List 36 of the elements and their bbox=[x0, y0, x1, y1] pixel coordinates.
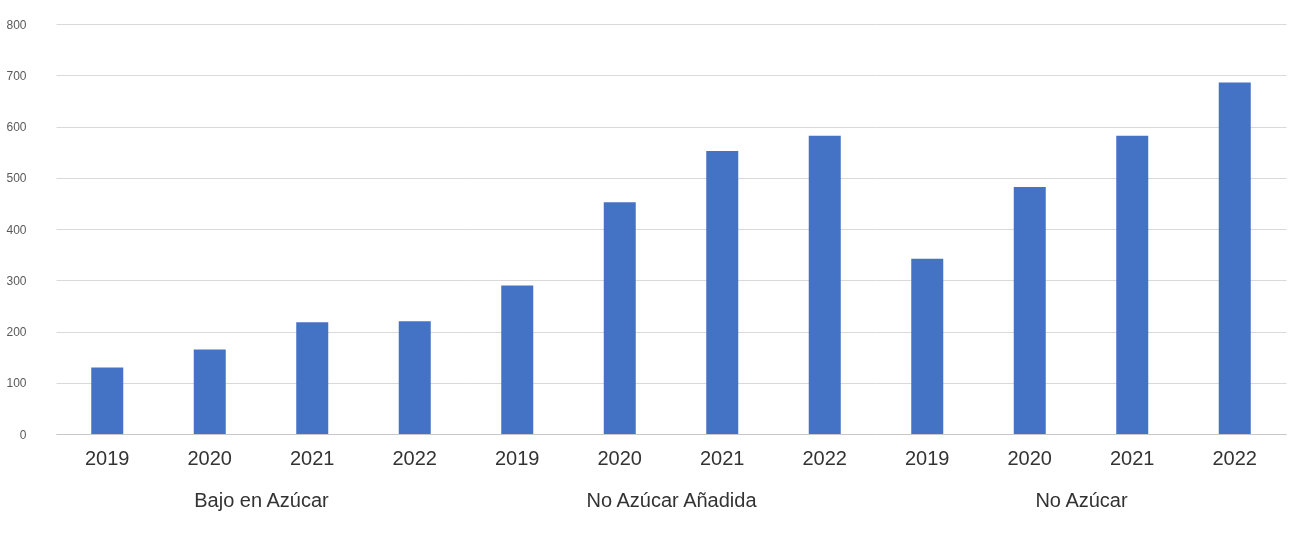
y-tick-label: 400 bbox=[6, 222, 27, 237]
x-tick-label: 2021 bbox=[290, 446, 335, 469]
bar bbox=[1013, 186, 1046, 434]
bar bbox=[1116, 135, 1149, 434]
x-tick-label: 2021 bbox=[1110, 446, 1155, 469]
x-tick-label: 2019 bbox=[905, 446, 950, 469]
bar bbox=[1218, 82, 1251, 434]
x-tick-label: 2019 bbox=[85, 446, 130, 469]
y-tick-label: 700 bbox=[6, 68, 27, 83]
bar bbox=[501, 285, 534, 434]
y-tick-label: 800 bbox=[6, 17, 27, 32]
bar bbox=[911, 258, 944, 434]
bar bbox=[603, 202, 636, 434]
bar bbox=[193, 349, 226, 434]
x-tick-label: 2020 bbox=[1007, 446, 1052, 469]
bar bbox=[91, 367, 124, 434]
x-tick-label: 2022 bbox=[802, 446, 847, 469]
x-tick-label: 2021 bbox=[700, 446, 745, 469]
bar bbox=[296, 322, 329, 434]
bar bbox=[808, 135, 841, 434]
x-tick-label: 2022 bbox=[392, 446, 437, 469]
y-tick-label: 600 bbox=[6, 120, 27, 134]
x-tick-label: 2019 bbox=[495, 446, 540, 469]
y-tick-label: 200 bbox=[6, 325, 27, 339]
bar bbox=[706, 151, 739, 434]
y-tick-label: 100 bbox=[6, 376, 27, 391]
y-tick-label: 0 bbox=[19, 427, 27, 442]
y-tick-label: 500 bbox=[6, 171, 27, 186]
x-tick-label: 2022 bbox=[1212, 446, 1257, 469]
x-axis-title: Bajo en Azúcar bbox=[194, 488, 330, 511]
x-tick-label: 2020 bbox=[187, 446, 232, 469]
x-axis-title: No Azúcar Añadida bbox=[586, 488, 758, 511]
y-tick-label: 300 bbox=[6, 273, 27, 288]
bar bbox=[398, 321, 431, 434]
x-tick-label: 2020 bbox=[597, 446, 642, 469]
x-axis-title: No Azúcar bbox=[1035, 488, 1128, 511]
